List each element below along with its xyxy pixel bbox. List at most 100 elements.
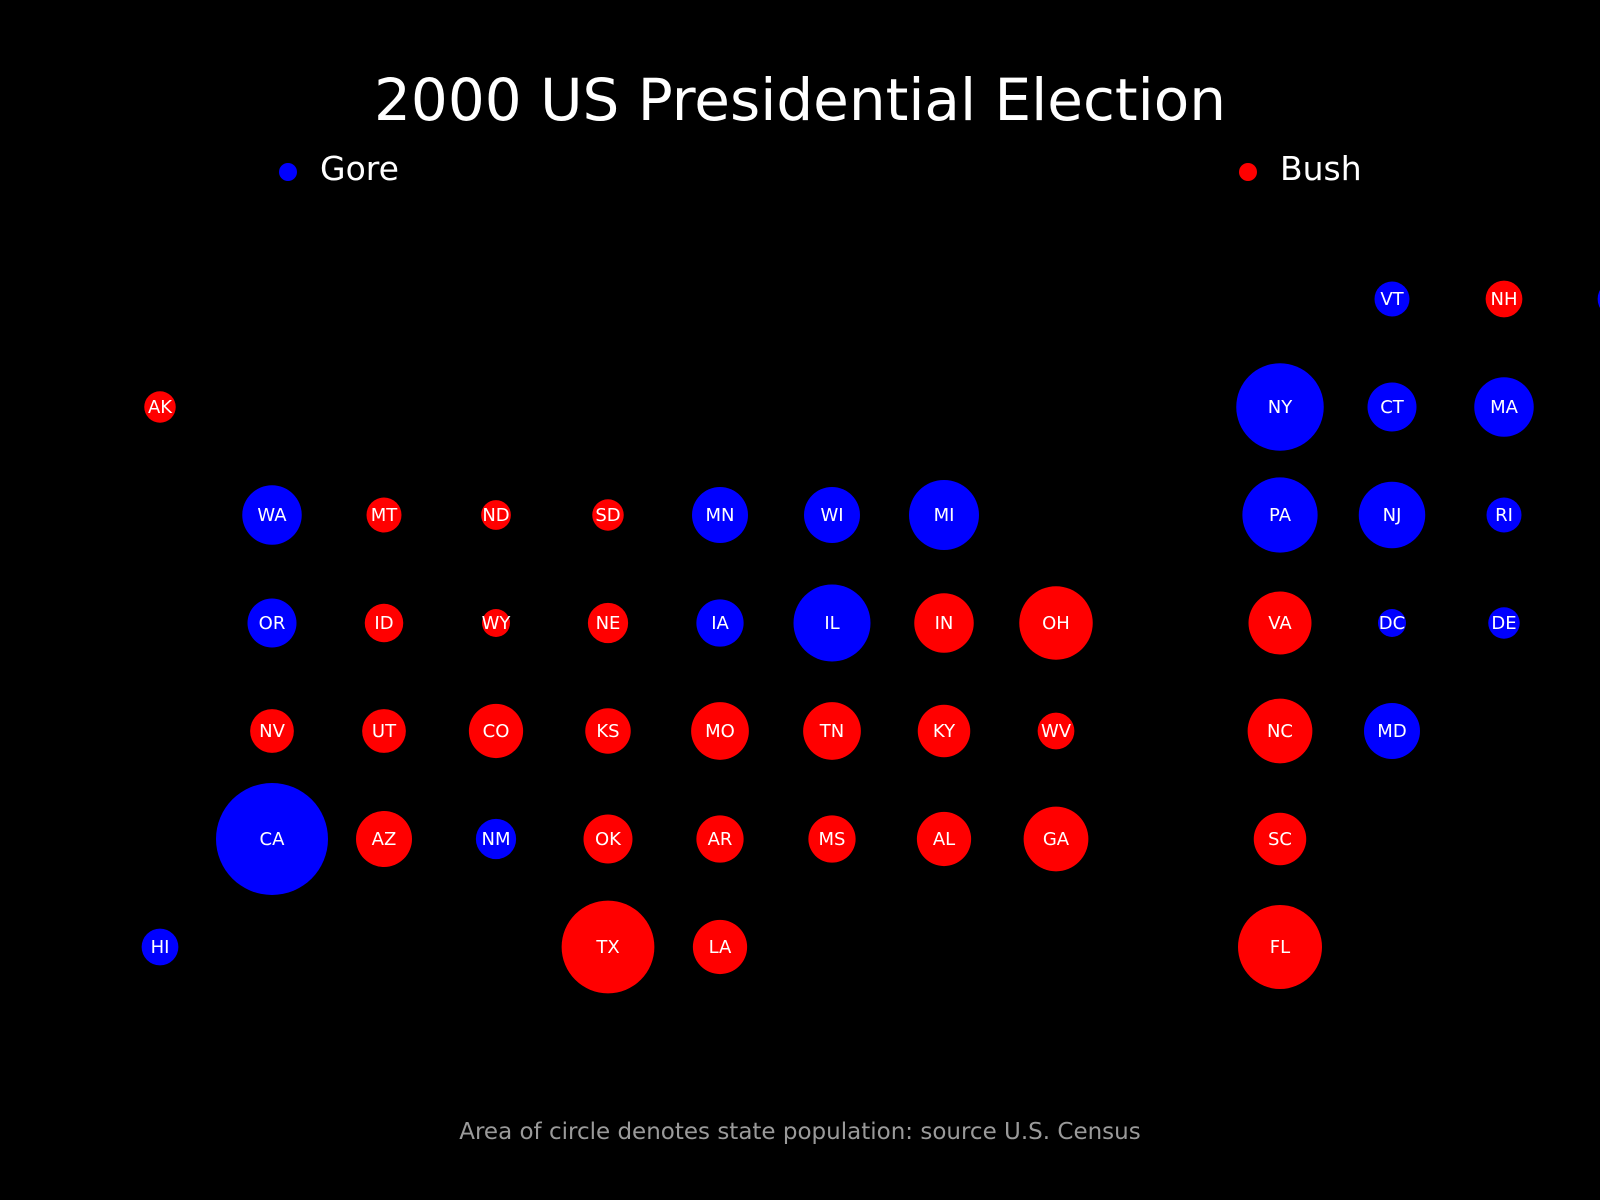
state-label-tn: TN bbox=[819, 721, 844, 742]
state-bubble-pa[interactable]: PA bbox=[1242, 477, 1318, 553]
state-label-ne: NE bbox=[596, 613, 621, 634]
state-circle-nm bbox=[475, 818, 517, 860]
state-label-ks: KS bbox=[596, 721, 619, 742]
state-bubble-wy[interactable]: WY bbox=[482, 609, 512, 637]
state-label-al: AL bbox=[933, 829, 955, 850]
state-bubble-ca[interactable]: CA bbox=[216, 783, 328, 895]
state-circle-ca bbox=[216, 783, 328, 895]
state-label-mo: MO bbox=[705, 721, 735, 742]
state-bubble-md[interactable]: MD bbox=[1364, 703, 1420, 759]
state-bubble-ma[interactable]: MA bbox=[1474, 377, 1534, 437]
state-bubble-az[interactable]: AZ bbox=[356, 811, 412, 867]
state-bubble-il[interactable]: IL bbox=[793, 584, 871, 662]
chart-title: 2000 US Presidential Election bbox=[374, 66, 1226, 134]
state-bubble-al[interactable]: AL bbox=[916, 811, 972, 867]
state-bubble-mt[interactable]: MT bbox=[366, 497, 402, 533]
state-circle-wi bbox=[804, 487, 860, 543]
state-circle-me bbox=[1597, 289, 1600, 309]
state-bubble-me[interactable]: ME bbox=[1597, 281, 1600, 318]
state-bubble-co[interactable]: CO bbox=[468, 703, 524, 759]
legend-label-gore: Gore bbox=[320, 149, 399, 188]
state-bubble-wa[interactable]: WA bbox=[242, 485, 302, 545]
state-bubble-tx[interactable]: TX bbox=[561, 900, 655, 994]
state-bubble-nd[interactable]: ND bbox=[481, 500, 511, 530]
state-label-ct: CT bbox=[1380, 397, 1405, 418]
state-circle-md bbox=[1364, 703, 1420, 759]
state-bubble-fl[interactable]: FL bbox=[1238, 905, 1322, 989]
state-bubble-mo[interactable]: MO bbox=[691, 702, 749, 760]
state-label-ok: OK bbox=[595, 829, 622, 850]
state-bubble-ct[interactable]: CT bbox=[1367, 382, 1417, 432]
state-label-ma: MA bbox=[1490, 397, 1519, 418]
state-circle-nc bbox=[1247, 698, 1313, 764]
state-bubble-hi[interactable]: HI bbox=[141, 928, 179, 966]
state-label-sd: SD bbox=[595, 505, 620, 526]
state-circle-az bbox=[356, 811, 412, 867]
state-circle-al bbox=[916, 811, 972, 867]
state-circle-il bbox=[793, 584, 871, 662]
state-bubble-ny[interactable]: NY bbox=[1236, 363, 1324, 451]
state-circle-sc bbox=[1253, 812, 1307, 866]
state-bubble-ga[interactable]: GA bbox=[1023, 806, 1089, 872]
state-circle-tn bbox=[803, 702, 861, 760]
state-label-oh: OH bbox=[1042, 613, 1070, 634]
state-label-ga: GA bbox=[1043, 829, 1070, 850]
state-label-or: OR bbox=[259, 613, 286, 634]
state-circle-la bbox=[692, 919, 748, 975]
state-bubble-ky[interactable]: KY bbox=[917, 704, 971, 758]
state-circle-ia bbox=[696, 599, 744, 647]
state-label-ny: NY bbox=[1268, 397, 1293, 418]
state-bubble-nv[interactable]: NV bbox=[250, 709, 294, 753]
state-bubble-ok[interactable]: OK bbox=[583, 814, 633, 864]
state-bubble-ri[interactable]: RI bbox=[1486, 497, 1522, 533]
state-circle-ar bbox=[696, 815, 744, 863]
state-circle-nd bbox=[481, 500, 511, 530]
state-label-pa: PA bbox=[1269, 505, 1292, 526]
state-bubble-wi[interactable]: WI bbox=[804, 487, 860, 543]
state-bubble-nc[interactable]: NC bbox=[1247, 698, 1313, 764]
state-circle-dc bbox=[1378, 609, 1406, 637]
state-bubble-dc[interactable]: DC bbox=[1378, 609, 1406, 637]
state-bubble-la[interactable]: LA bbox=[692, 919, 748, 975]
state-label-la: LA bbox=[709, 937, 732, 958]
state-circle-mn bbox=[692, 487, 748, 543]
state-circle-wv bbox=[1037, 712, 1075, 750]
legend-item-gore[interactable]: Gore bbox=[279, 149, 399, 188]
state-circle-wa bbox=[242, 485, 302, 545]
state-bubble-or[interactable]: OR bbox=[247, 598, 297, 648]
state-bubble-wv[interactable]: WV bbox=[1037, 712, 1075, 750]
state-bubble-ms[interactable]: MS bbox=[808, 815, 856, 863]
state-label-de: DE bbox=[1491, 613, 1516, 634]
state-circle-pa bbox=[1242, 477, 1318, 553]
state-label-fl: FL bbox=[1270, 937, 1290, 958]
state-bubble-nh[interactable]: NH bbox=[1485, 280, 1523, 318]
state-bubble-ia[interactable]: IA bbox=[696, 599, 744, 647]
state-bubble-vt[interactable]: VT bbox=[1374, 281, 1410, 317]
state-bubble-nj[interactable]: NJ bbox=[1358, 481, 1426, 549]
state-label-dc: DC bbox=[1379, 613, 1405, 634]
legend-item-bush[interactable]: Bush bbox=[1239, 149, 1362, 188]
state-bubble-mi[interactable]: MI bbox=[909, 480, 979, 550]
state-bubble-ne[interactable]: NE bbox=[587, 602, 629, 644]
state-bubble-sd[interactable]: SD bbox=[592, 499, 624, 531]
state-bubble-in[interactable]: IN bbox=[914, 593, 974, 653]
state-circle-ky bbox=[917, 704, 971, 758]
state-label-ky: KY bbox=[933, 721, 956, 742]
state-bubble-nm[interactable]: NM bbox=[475, 818, 517, 860]
state-bubble-id[interactable]: ID bbox=[364, 603, 404, 643]
state-label-id: ID bbox=[374, 613, 393, 634]
state-label-mt: MT bbox=[371, 505, 399, 526]
state-bubble-va[interactable]: VA bbox=[1248, 591, 1312, 655]
state-bubble-ut[interactable]: UT bbox=[362, 709, 406, 753]
state-bubble-oh[interactable]: OH bbox=[1019, 586, 1093, 660]
state-circle-ga bbox=[1023, 806, 1089, 872]
state-bubble-de[interactable]: DE bbox=[1488, 607, 1520, 639]
state-bubble-mn[interactable]: MN bbox=[692, 487, 748, 543]
state-bubble-ar[interactable]: AR bbox=[696, 815, 744, 863]
state-bubble-ks[interactable]: KS bbox=[585, 708, 631, 754]
state-bubble-tn[interactable]: TN bbox=[803, 702, 861, 760]
state-label-nh: NH bbox=[1491, 289, 1518, 310]
state-bubble-sc[interactable]: SC bbox=[1253, 812, 1307, 866]
state-circle-nv bbox=[250, 709, 294, 753]
state-bubble-ak[interactable]: AK bbox=[144, 391, 176, 423]
